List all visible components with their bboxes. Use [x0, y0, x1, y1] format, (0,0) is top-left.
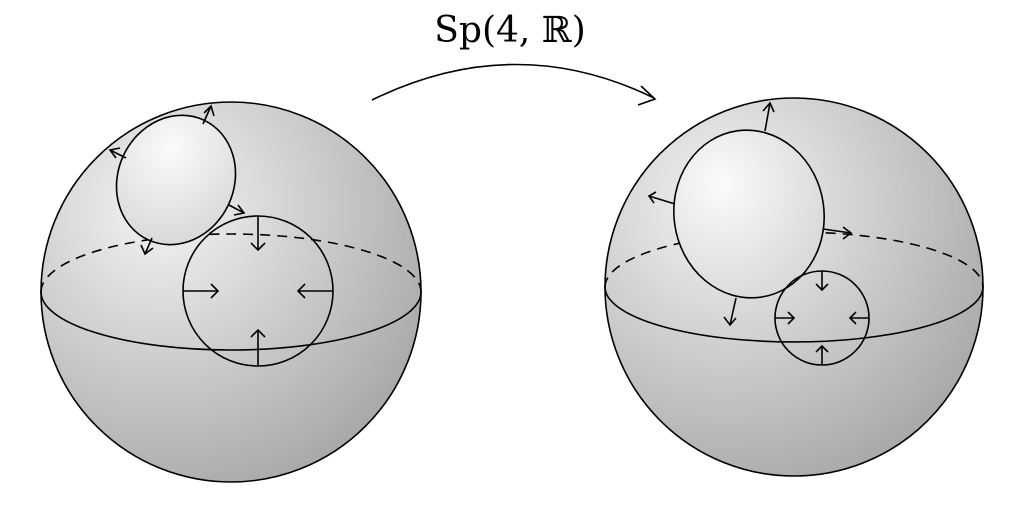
equator-back [40, 233, 422, 293]
lower-circle [182, 215, 334, 367]
equator-front [604, 286, 984, 343]
map-label: Sp(4, ℝ) [434, 10, 586, 51]
right-sphere [604, 97, 984, 477]
map-arrow [371, 63, 657, 106]
equator-front [40, 291, 422, 351]
upper-circle [108, 104, 246, 256]
lower-circle [774, 270, 870, 366]
upper-circle [647, 101, 853, 327]
left-sphere [40, 101, 422, 483]
